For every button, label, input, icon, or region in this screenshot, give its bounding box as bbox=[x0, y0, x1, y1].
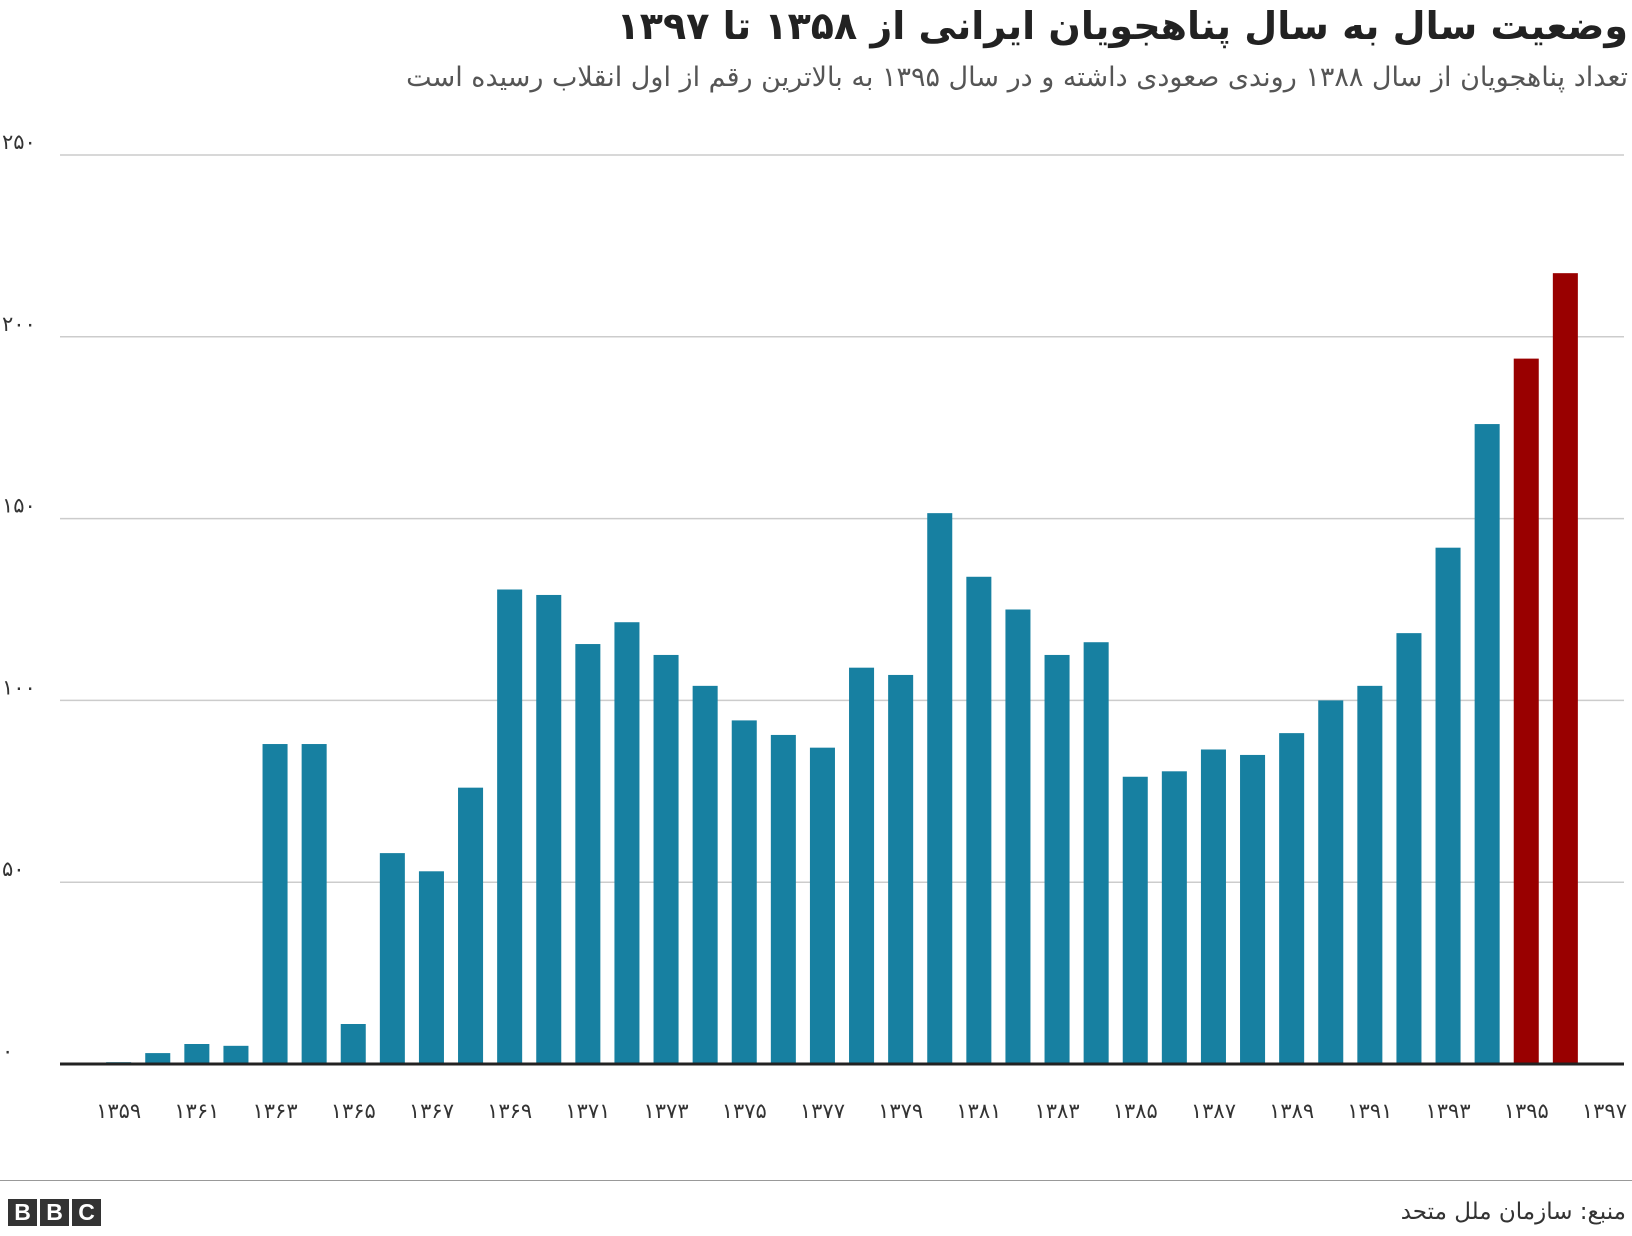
bar-۱۳۸۱ bbox=[966, 576, 992, 1064]
bar-۱۳۹۳ bbox=[1435, 547, 1461, 1064]
y-tick-label: ۰ bbox=[2, 1039, 13, 1063]
bar-۱۳۶۶ bbox=[379, 853, 405, 1064]
y-tick-labels: ۰ ۵۰ ۱۰۰ ۱۵۰ ۲۰۰ ۲۵۰ bbox=[2, 130, 36, 1063]
bar-chart: ۰ ۵۰ ۱۰۰ ۱۵۰ ۲۰۰ ۲۵۰ ۱۳۵۹ ۱۳۶۱ ۱۳۶۳ ۱۳۶۵ ۱۳۶۷ ۱۳۶۹… bbox=[2, 130, 1627, 1123]
bar-۱۳۶۰ bbox=[145, 1053, 171, 1064]
bbc-logo: B B C bbox=[8, 1199, 101, 1226]
x-tick-label: ۱۳۹۵ bbox=[1504, 1099, 1549, 1123]
x-tick-label: ۱۳۸۷ bbox=[1191, 1099, 1236, 1123]
y-tick-label: ۱۵۰ bbox=[2, 494, 36, 518]
bar-۱۳۹۶ bbox=[1552, 273, 1578, 1064]
x-tick-label: ۱۳۷۵ bbox=[722, 1099, 767, 1123]
x-tick-label: ۱۳۸۳ bbox=[1034, 1099, 1079, 1123]
x-tick-labels: ۱۳۵۹ ۱۳۶۱ ۱۳۶۳ ۱۳۶۵ ۱۳۶۷ ۱۳۶۹ ۱۳۷۱ ۱۳۷۳ ۱۳۷۵ ۱۳۷۷… bbox=[96, 1099, 1627, 1123]
bar-۱۳۸۲ bbox=[1005, 609, 1031, 1064]
bar-۱۳۷۷ bbox=[809, 747, 835, 1064]
bar-۱۳۸۸ bbox=[1240, 754, 1266, 1064]
bar-۱۳۶۳ bbox=[262, 744, 288, 1064]
logo-letter-b1: B bbox=[8, 1199, 37, 1226]
bar-۱۳۶۷ bbox=[418, 871, 444, 1064]
x-tick-label: ۱۳۷۳ bbox=[643, 1099, 688, 1123]
y-tick-label: ۱۰۰ bbox=[2, 675, 36, 699]
bar-۱۳۷۹ bbox=[888, 674, 914, 1064]
bar-۱۳۹۵ bbox=[1513, 358, 1539, 1065]
bar-۱۳۸۵ bbox=[1122, 776, 1148, 1064]
x-tick-label: ۱۳۹۱ bbox=[1347, 1099, 1392, 1123]
bar-۱۳۷۴ bbox=[692, 685, 718, 1064]
bar-۱۳۶۵ bbox=[340, 1024, 366, 1064]
x-tick-label: ۱۳۷۹ bbox=[878, 1099, 923, 1123]
x-tick-label: ۱۳۶۷ bbox=[409, 1099, 454, 1123]
bar-۱۳۶۱ bbox=[184, 1044, 210, 1064]
x-tick-label: ۱۳۸۵ bbox=[1113, 1099, 1158, 1123]
bar-۱۳۷۸ bbox=[849, 667, 875, 1064]
y-tick-label: ۲۵۰ bbox=[2, 130, 36, 154]
bar-۱۳۷۱ bbox=[575, 644, 601, 1064]
x-tick-label: ۱۳۹۷ bbox=[1582, 1099, 1627, 1123]
chart-title: وضعیت سال به سال پناهجویان ایرانی از ۱۳۵… bbox=[616, 4, 1628, 48]
x-tick-label: ۱۳۷۷ bbox=[800, 1099, 845, 1123]
x-tick-label: ۱۳۷۱ bbox=[565, 1099, 610, 1123]
logo-letter-c: C bbox=[72, 1199, 101, 1226]
bar-۱۳۹۲ bbox=[1396, 633, 1422, 1064]
bar-۱۳۷۲ bbox=[614, 622, 640, 1064]
x-tick-label: ۱۳۹۳ bbox=[1425, 1099, 1470, 1123]
logo-letter-b2: B bbox=[40, 1199, 69, 1226]
bar-۱۳۶۲ bbox=[223, 1045, 249, 1064]
x-tick-label: ۱۳۶۵ bbox=[331, 1099, 376, 1123]
bars bbox=[106, 273, 1578, 1065]
bar-۱۳۶۴ bbox=[301, 744, 327, 1064]
bar-۱۳۷۵ bbox=[731, 720, 757, 1064]
bar-۱۳۸۰ bbox=[927, 513, 953, 1064]
gridlines bbox=[60, 154, 1624, 883]
bar-۱۳۶۹ bbox=[497, 589, 523, 1064]
x-tick-label: ۱۳۶۹ bbox=[487, 1099, 532, 1123]
bar-۱۳۸۳ bbox=[1044, 654, 1070, 1064]
x-tick-label: ۱۳۵۹ bbox=[96, 1099, 141, 1123]
source-note: منبع: سازمان ملل متحد bbox=[1400, 1199, 1626, 1225]
bar-۱۳۷۳ bbox=[653, 654, 679, 1064]
bar-۱۳۸۷ bbox=[1200, 749, 1226, 1064]
x-tick-label: ۱۳۸۱ bbox=[956, 1099, 1001, 1123]
bar-۱۳۷۶ bbox=[770, 734, 796, 1064]
y-tick-label: ۲۰۰ bbox=[2, 312, 36, 336]
bar-۱۳۸۹ bbox=[1279, 733, 1305, 1064]
chart-subtitle: تعداد پناهجویان از سال ۱۳۸۸ روندی صعودی … bbox=[406, 62, 1628, 93]
bar-۱۳۷۰ bbox=[536, 594, 562, 1064]
x-tick-label: ۱۳۸۹ bbox=[1269, 1099, 1314, 1123]
bar-۱۳۸۴ bbox=[1083, 642, 1109, 1064]
bar-۱۳۹۴ bbox=[1474, 424, 1500, 1065]
y-tick-label: ۵۰ bbox=[2, 857, 25, 881]
bar-۱۳۹۱ bbox=[1357, 685, 1383, 1064]
x-tick-label: ۱۳۶۳ bbox=[252, 1099, 297, 1123]
footer-divider bbox=[0, 1180, 1632, 1181]
x-tick-label: ۱۳۶۱ bbox=[174, 1099, 219, 1123]
bar-۱۳۹۰ bbox=[1318, 700, 1344, 1064]
bar-۱۳۸۶ bbox=[1161, 771, 1187, 1064]
bar-۱۳۶۸ bbox=[458, 787, 484, 1064]
